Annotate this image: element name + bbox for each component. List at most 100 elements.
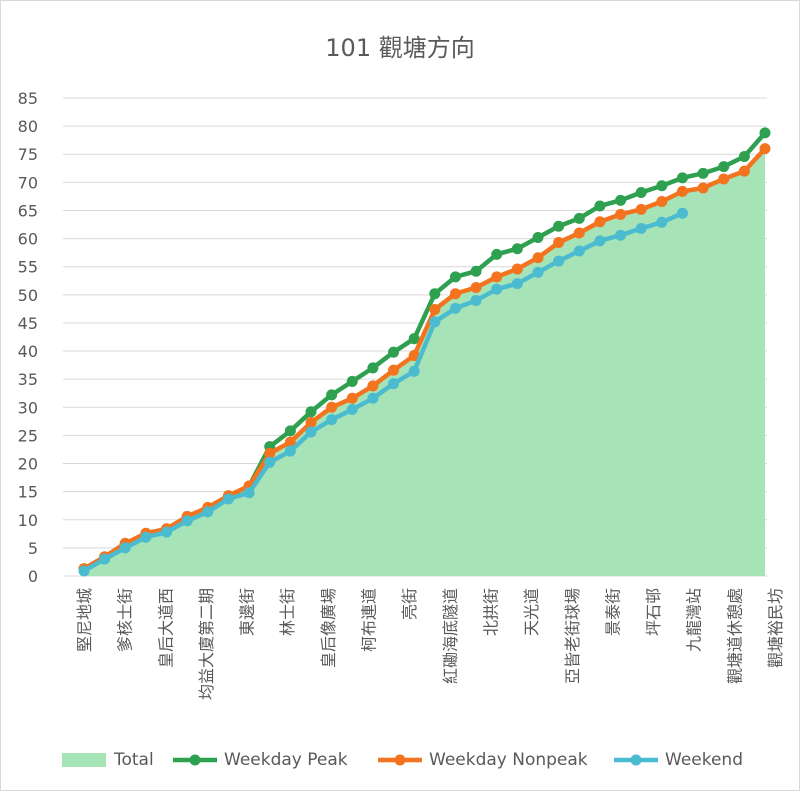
y-tick-label: 30 xyxy=(18,398,38,417)
data-point xyxy=(573,245,585,257)
legend-swatch-line xyxy=(614,754,658,766)
data-point xyxy=(635,203,647,215)
x-axis-ticks: 堅尼地城 爹核士街 皇后大道西 均益大廈第二期 東邊街 林士街 皇后像廣場 柯布連道 亮街 紅磡海… xyxy=(75,588,785,700)
data-point xyxy=(676,185,688,197)
data-point xyxy=(759,127,771,139)
data-point xyxy=(738,165,750,177)
y-tick-label: 65 xyxy=(18,201,38,220)
y-tick-label: 75 xyxy=(18,145,38,164)
data-point xyxy=(511,243,523,255)
y-tick-label: 70 xyxy=(18,173,38,192)
data-point xyxy=(346,392,358,404)
data-point xyxy=(470,265,482,277)
data-point xyxy=(718,173,730,185)
x-tick-label: 堅尼地城 xyxy=(75,588,94,652)
data-point xyxy=(284,445,296,457)
data-point xyxy=(470,282,482,294)
y-tick-label: 20 xyxy=(18,455,38,474)
x-tick-label: 觀塘道休憩處 xyxy=(725,588,744,684)
legend-label: Total xyxy=(114,750,154,770)
x-tick-label: 皇后像廣場 xyxy=(319,588,338,668)
data-point xyxy=(656,195,668,207)
data-point xyxy=(284,436,296,448)
data-point xyxy=(78,565,90,577)
x-tick-label: 九龍灣站 xyxy=(685,588,704,652)
data-point xyxy=(305,416,317,428)
data-point xyxy=(491,271,503,283)
legend-label: Weekday Peak xyxy=(224,750,348,770)
data-point xyxy=(553,237,565,249)
data-point xyxy=(264,447,276,459)
data-point xyxy=(284,425,296,437)
data-point xyxy=(449,302,461,314)
x-tick-label: 柯布連道 xyxy=(360,588,379,652)
y-axis-ticks: 0 5 10 15 20 25 30 35 40 45 50 55 60 65 70 75 80 85 xyxy=(18,89,38,586)
y-tick-label: 55 xyxy=(18,258,38,277)
data-point xyxy=(573,227,585,239)
data-point xyxy=(759,143,771,155)
data-point xyxy=(656,216,668,228)
data-point xyxy=(738,150,750,162)
y-tick-label: 60 xyxy=(18,230,38,249)
data-point xyxy=(697,182,709,194)
legend-swatch-area xyxy=(62,753,106,767)
data-point xyxy=(367,392,379,404)
legend-swatch-line xyxy=(173,754,217,766)
data-point xyxy=(470,294,482,306)
data-point xyxy=(181,515,193,527)
data-point xyxy=(367,380,379,392)
data-point xyxy=(305,426,317,438)
y-tick-label: 40 xyxy=(18,342,38,361)
y-tick-label: 25 xyxy=(18,426,38,445)
data-point xyxy=(429,316,441,328)
data-point xyxy=(532,266,544,278)
data-point xyxy=(594,216,606,228)
y-tick-label: 45 xyxy=(18,314,38,333)
data-point xyxy=(718,161,730,173)
data-point xyxy=(615,208,627,220)
data-point xyxy=(408,365,420,377)
legend-label: Weekend xyxy=(665,750,743,770)
data-point xyxy=(491,248,503,260)
data-point xyxy=(429,288,441,300)
data-point xyxy=(697,167,709,179)
data-point xyxy=(594,200,606,212)
data-point xyxy=(346,375,358,387)
y-tick-label: 80 xyxy=(18,117,38,136)
y-tick-label: 35 xyxy=(18,370,38,389)
data-point xyxy=(243,487,255,499)
x-tick-label: 坪石邨 xyxy=(644,588,663,636)
x-tick-label: 皇后大道西 xyxy=(156,588,175,668)
x-tick-label: 均益大廈第二期 xyxy=(197,588,216,700)
legend-item: Total xyxy=(62,748,154,772)
data-point xyxy=(635,222,647,234)
data-point xyxy=(264,456,276,468)
data-point xyxy=(408,350,420,362)
data-point xyxy=(222,493,234,505)
x-tick-label: 觀塘裕民坊 xyxy=(766,588,785,668)
y-tick-label: 15 xyxy=(18,483,38,502)
y-tick-label: 0 xyxy=(28,567,38,586)
legend-swatch-line xyxy=(378,754,422,766)
data-point xyxy=(615,229,627,241)
data-point xyxy=(553,255,565,267)
data-point xyxy=(676,207,688,219)
data-point xyxy=(388,378,400,390)
data-point xyxy=(119,542,131,554)
y-tick-label: 10 xyxy=(18,511,38,530)
data-point xyxy=(99,553,111,565)
x-tick-label: 亮街 xyxy=(400,588,419,620)
data-point xyxy=(408,333,420,345)
data-point xyxy=(532,252,544,264)
x-tick-label: 爹核士街 xyxy=(116,588,135,652)
y-tick-label: 5 xyxy=(28,539,38,558)
legend-item: Weekday Peak xyxy=(172,748,348,772)
data-point xyxy=(511,263,523,275)
data-point xyxy=(511,278,523,290)
data-point xyxy=(449,288,461,300)
data-point xyxy=(429,303,441,315)
legend-label: Weekday Nonpeak xyxy=(429,750,588,770)
data-point xyxy=(573,212,585,224)
data-point xyxy=(553,220,565,232)
data-point xyxy=(532,231,544,243)
